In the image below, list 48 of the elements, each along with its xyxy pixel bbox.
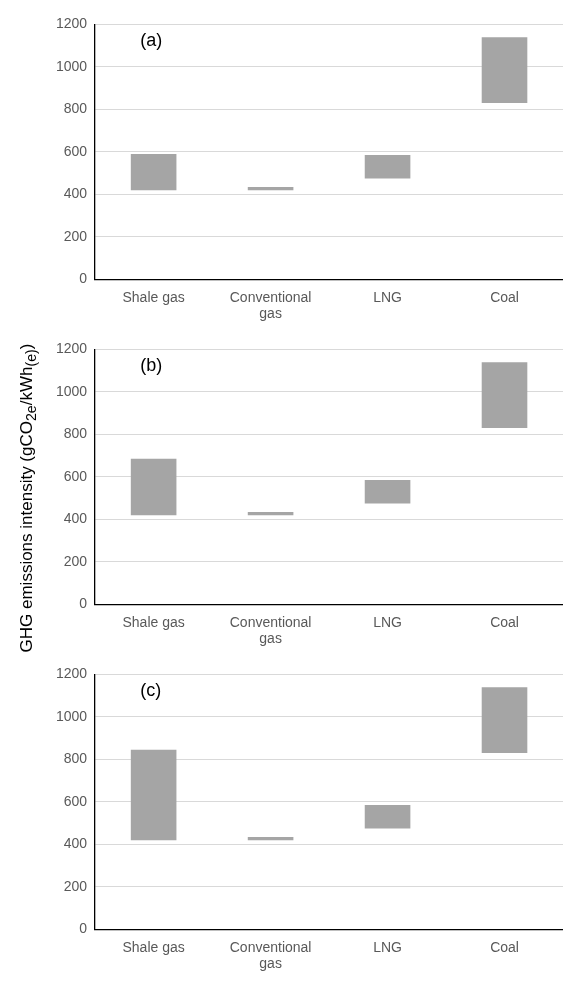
y-tick-label: 0 bbox=[79, 595, 88, 612]
x-tick-label: Conventional gas bbox=[229, 938, 312, 972]
y-tick-label: 200 bbox=[63, 552, 88, 569]
y-tick-label: 400 bbox=[63, 835, 88, 852]
bar bbox=[481, 362, 528, 429]
bar bbox=[364, 805, 411, 829]
y-tick-label: 800 bbox=[63, 425, 88, 442]
x-tick-label: Conventional gas bbox=[229, 288, 312, 322]
bar bbox=[364, 155, 411, 179]
x-tick-label: LNG bbox=[373, 288, 402, 305]
x-tick-label: Conventional gas bbox=[229, 613, 312, 647]
y-tick-label: 800 bbox=[63, 750, 88, 767]
y-tick-label: 0 bbox=[79, 920, 88, 937]
bar bbox=[130, 458, 177, 516]
bar bbox=[247, 836, 294, 841]
y-tick-label: 1200 bbox=[55, 15, 88, 32]
bar bbox=[247, 186, 294, 191]
x-tick-label: Coal bbox=[490, 288, 519, 305]
y-tick-label: 1200 bbox=[55, 340, 88, 357]
bar bbox=[364, 480, 411, 504]
y-tick-label: 1200 bbox=[55, 665, 88, 682]
y-tick-label: 1000 bbox=[55, 382, 88, 399]
annotation: (b) bbox=[140, 355, 163, 376]
annotation: (c) bbox=[140, 680, 162, 701]
y-tick-label: 400 bbox=[63, 510, 88, 527]
bar bbox=[247, 511, 294, 516]
bar bbox=[130, 749, 177, 841]
x-tick-label: LNG bbox=[373, 938, 402, 955]
y-tick-label: 400 bbox=[63, 185, 88, 202]
y-tick-label: 800 bbox=[63, 100, 88, 117]
y-tick-label: 200 bbox=[63, 227, 88, 244]
x-tick-label: Shale gas bbox=[122, 613, 185, 630]
x-tick-label: Shale gas bbox=[122, 938, 185, 955]
y-tick-label: 1000 bbox=[55, 707, 88, 724]
x-tick-label: Coal bbox=[490, 938, 519, 955]
y-tick-label: 1000 bbox=[55, 57, 88, 74]
y-tick-label: 600 bbox=[63, 142, 88, 159]
x-tick-label: Shale gas bbox=[122, 288, 185, 305]
y-tick-label: 200 bbox=[63, 877, 88, 894]
y-tick-label: 600 bbox=[63, 792, 88, 809]
x-tick-label: LNG bbox=[373, 613, 402, 630]
x-tick-label: Coal bbox=[490, 613, 519, 630]
annotation: (a) bbox=[140, 30, 163, 51]
bar bbox=[481, 687, 528, 754]
bar bbox=[481, 37, 528, 104]
y-tick-label: 0 bbox=[79, 270, 88, 287]
y-tick-label: 600 bbox=[63, 467, 88, 484]
bar bbox=[130, 154, 177, 191]
